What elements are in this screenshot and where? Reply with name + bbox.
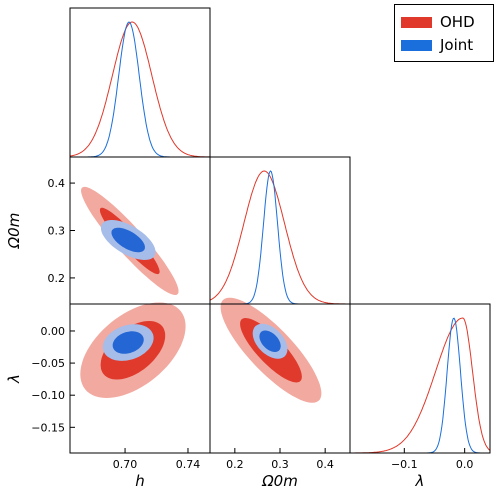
y-tick-label-lambda: −0.05 [31,357,65,370]
x-tick-label-omega_0m: 0.4 [316,458,334,471]
legend-label-ohd: OHD [440,13,475,31]
contour-joint-1sigma-omega_0m-lambda [259,330,281,352]
legend-swatch-joint [401,39,432,51]
legend-label-joint: Joint [440,36,474,54]
x-axis-label-h: h [135,472,145,490]
y-tick-label-lambda: 0.00 [41,325,66,338]
y-tick-label-omega_0m: 0.3 [48,225,66,238]
y-axis-label-lambda: λ [5,374,23,384]
marginal-curve-ohd-lambda [350,317,491,454]
legend-item-ohd: OHD [401,12,475,32]
panel-frame-2-2 [349,303,491,454]
y-tick-label-lambda: −0.10 [31,389,65,402]
x-tick-label-lambda: −0.1 [391,458,418,471]
x-tick-label-h: 0.74 [176,458,201,471]
marginal-curve-joint-lambda [350,317,490,454]
legend-swatch-ohd [401,16,432,28]
x-axis-label-omega_0m: Ω0m [261,472,298,490]
marginal-curve-joint-h [70,21,210,158]
legend: OHD Joint [394,4,494,62]
x-tick-label-omega_0m: 0.2 [226,458,244,471]
legend-item-joint: Joint [401,35,473,55]
contour-joint-1sigma-h-omega_0m [111,227,145,253]
y-tick-label-omega_0m: 0.4 [48,177,66,190]
x-tick-label-h: 0.70 [113,458,138,471]
panel-frame-1-1 [209,156,351,305]
x-tick-label-omega_0m: 0.3 [271,458,289,471]
y-tick-label-omega_0m: 0.2 [48,272,66,285]
contour-joint-1sigma-h-lambda [112,331,144,354]
marginal-curve-joint-omega_0m [210,170,350,305]
y-axis-label-omega_0m: Ω0m [5,213,23,250]
x-axis-label-lambda: λ [415,472,425,490]
x-tick-label-lambda: 0.0 [456,458,474,471]
marginal-curve-ohd-h [69,21,210,158]
marginal-curve-ohd-omega_0m [209,170,350,305]
y-tick-label-lambda: −0.15 [31,421,65,434]
panel-frame-1-0 [69,156,211,305]
